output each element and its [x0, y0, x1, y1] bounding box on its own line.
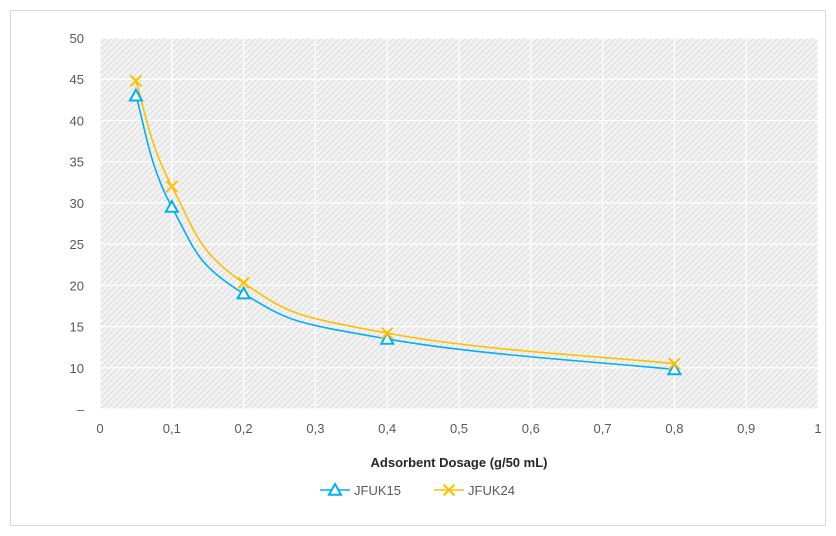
data-point-jfuk15: [666, 361, 683, 376]
legend: JFUK15 JFUK24: [320, 481, 515, 498]
x-tick-label: 0,7: [594, 421, 612, 436]
y-tick-label: 25: [70, 237, 84, 252]
series-layer: [128, 74, 683, 376]
x-tick-label: 0,9: [737, 421, 755, 436]
y-tick-label: 30: [70, 196, 84, 211]
data-point-jfuk15: [164, 198, 180, 213]
y-tick-label: 50: [70, 31, 84, 46]
x-tick-label: 0: [96, 421, 103, 436]
x-tick-label: 0,5: [450, 421, 468, 436]
y-tick-label: 15: [70, 320, 84, 335]
x-tick-label: 0,4: [378, 421, 396, 436]
data-point-jfuk24: [380, 326, 394, 340]
y-tick-label: 10: [70, 361, 84, 376]
x-tick-label: 0,1: [163, 421, 181, 436]
x-tick-label: 1: [814, 421, 821, 436]
y-tick-label: 35: [70, 155, 84, 170]
data-point-jfuk15: [128, 87, 144, 102]
data-point-jfuk24: [129, 74, 143, 88]
data-point-jfuk24: [668, 357, 681, 370]
x-tick-label: 0,3: [306, 421, 324, 436]
x-tick-label: 0,8: [665, 421, 683, 436]
data-point-jfuk24: [165, 180, 179, 193]
legend-label-jfuk15: JFUK15: [354, 483, 401, 498]
data-point-jfuk15: [379, 330, 395, 345]
y-tick-label: 45: [70, 72, 84, 87]
series-line-jfuk15: [135, 95, 675, 371]
legend-label-jfuk24: JFUK24: [468, 483, 515, 498]
x-tick-label: 0,2: [235, 421, 253, 436]
legend-marker-jfuk15: [327, 481, 343, 496]
grid: [99, 37, 819, 410]
x-axis-ticks: 0 0,1 0,2 0,3 0,4 0,5 0,6 0,7 0,8 0,9 1: [96, 421, 821, 436]
series-line-jfuk24: [135, 80, 675, 365]
x-axis-label: Adsorbent Dosage (g/50 mL): [371, 455, 548, 470]
y-tick-label: 20: [70, 278, 84, 293]
legend-marker-jfuk24: [442, 483, 456, 497]
data-point-jfuk24: [237, 276, 250, 290]
y-axis-ticks: – 10 15 20 25 30 35 40 45 50: [70, 31, 85, 417]
y-tick-label: 40: [70, 113, 84, 128]
y-tick-label: –: [77, 402, 85, 417]
x-tick-label: 0,6: [522, 421, 540, 436]
data-point-jfuk15: [235, 285, 252, 300]
